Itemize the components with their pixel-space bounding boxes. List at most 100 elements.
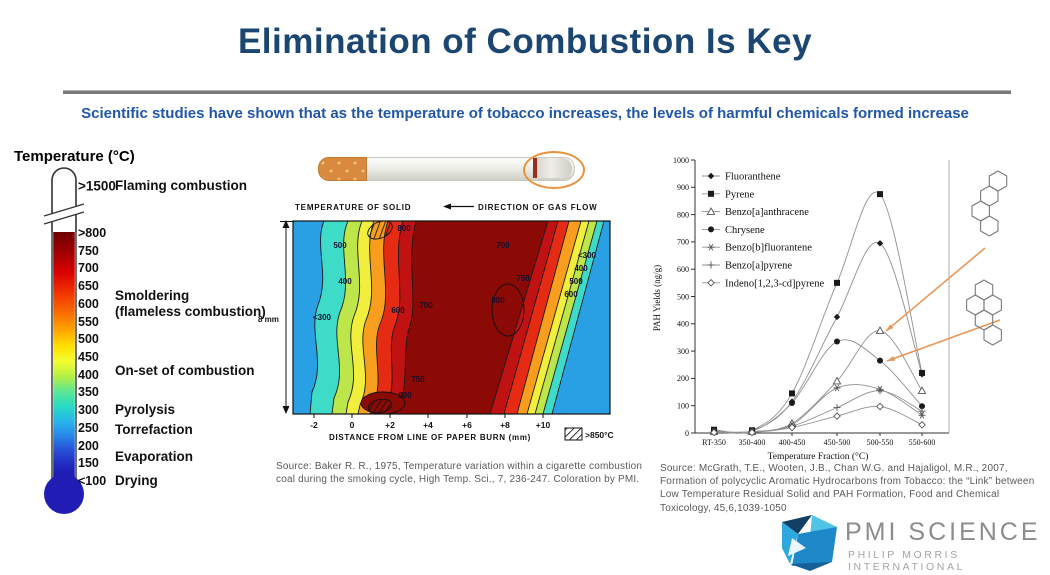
legend-item: Benzo[a]pyrene	[702, 261, 792, 272]
svg-text:350-400: 350-400	[739, 438, 766, 447]
svg-text:Chrysene: Chrysene	[725, 225, 765, 236]
thermometer-scale-label: 600	[78, 296, 99, 311]
thermometer-scale-label: 400	[78, 367, 99, 382]
thermometer-scale-label: 150	[78, 456, 99, 471]
svg-text:DISTANCE FROM LINE OF PAPER BU: DISTANCE FROM LINE OF PAPER BURN (mm)	[329, 433, 531, 442]
thermometer-stage-label: Smoldering (flameless combustion)	[115, 287, 266, 319]
svg-text:600: 600	[564, 290, 578, 299]
thermometer-scale-label: 650	[78, 279, 99, 294]
svg-text:+4: +4	[423, 420, 433, 430]
pmi-science-wordmark: PMI SCIENCE	[845, 518, 1041, 546]
svg-text:400: 400	[338, 277, 352, 286]
svg-text:400: 400	[574, 264, 588, 273]
legend-item: Benzo[b]fluorantene	[702, 243, 812, 254]
svg-text:-2: -2	[310, 420, 318, 430]
source-baker: Source: Baker R. R., 1975, Temperature v…	[276, 461, 643, 486]
svg-text:Benzo[b]fluorantene: Benzo[b]fluorantene	[725, 243, 812, 254]
thermometer-stage-label: Evaporation	[115, 448, 194, 464]
pmi-science-logo-icon	[782, 515, 837, 571]
thermometer-stage-label: Pyrolysis	[115, 401, 176, 417]
svg-text:0: 0	[350, 420, 355, 430]
svg-text:Fluoranthene: Fluoranthene	[725, 172, 781, 183]
thermometer-icon	[43, 167, 85, 514]
svg-text:800: 800	[398, 391, 412, 400]
svg-text:0: 0	[685, 429, 689, 438]
svg-text:750: 750	[411, 375, 425, 384]
svg-text:500-550: 500-550	[867, 438, 894, 447]
svg-text:400-450: 400-450	[779, 438, 806, 447]
pmi-subtitle: PHILIP MORRIS INTERNATIONAL	[848, 549, 966, 573]
thermometer-scale-label: 550	[78, 314, 99, 329]
svg-text:<300: <300	[313, 313, 332, 322]
thermometer-scale-label: >800	[78, 226, 107, 240]
legend-item: Indeno[1,2,3-cd]pyrene	[702, 278, 824, 289]
thermometer-scale-label: 700	[78, 261, 99, 276]
svg-text:400: 400	[677, 320, 689, 329]
cigarette-image	[318, 151, 594, 189]
thermometer-scale-label: 750	[78, 243, 99, 258]
coal-temperature-contour-chart: 500 400 <300 800 600 700 700 750 800 <300 400 500 60…	[258, 203, 614, 442]
svg-text:700: 700	[496, 241, 510, 250]
svg-text:700: 700	[419, 301, 433, 310]
svg-text:8 mm: 8 mm	[258, 315, 279, 324]
thermometer-scale-label: 300	[78, 403, 99, 418]
coal-highlight-ellipse	[523, 151, 585, 189]
svg-text:>850°C: >850°C	[585, 430, 614, 440]
svg-text:900: 900	[677, 183, 689, 192]
svg-text:500: 500	[569, 277, 583, 286]
svg-text:450-500: 450-500	[824, 438, 851, 447]
svg-text:500: 500	[677, 292, 689, 301]
svg-text:+6: +6	[462, 420, 472, 430]
thermometer-scale-label: 450	[78, 350, 99, 364]
chemical-structures	[966, 170, 1008, 346]
thermometer-scale-label: 350	[78, 385, 99, 400]
svg-text:1000: 1000	[673, 156, 689, 165]
svg-text:800: 800	[677, 210, 689, 219]
page-title: Elimination of Combustion Is Key	[237, 22, 813, 61]
svg-text:+8: +8	[500, 420, 510, 430]
cigarette-filter	[318, 157, 367, 181]
thermometer-scale-label: 250	[78, 420, 99, 435]
pah-yields-chart: 0 100 200 300 400 500 600 700 800 900 1000 RT-350 35…	[652, 156, 1001, 462]
svg-text:800: 800	[397, 224, 411, 233]
svg-text:700: 700	[677, 238, 689, 247]
thermometer-scale-label: <100	[78, 474, 107, 488]
svg-text:Benzo[a]anthracene: Benzo[a]anthracene	[725, 207, 809, 218]
svg-text:<300: <300	[578, 251, 597, 260]
thermometer-stage-label: On-set of combustion	[115, 362, 255, 378]
svg-text:Pyrene: Pyrene	[725, 189, 754, 200]
thermometer-stage-label: Torrefaction	[115, 421, 193, 437]
legend-item: Pyrene	[702, 189, 754, 200]
thermometer-top-value: >1500	[78, 178, 116, 194]
thermometer-scale-label: 200	[78, 438, 99, 453]
svg-text:Indeno[1,2,3-cd]pyrene: Indeno[1,2,3-cd]pyrene	[725, 278, 824, 289]
svg-text:750: 750	[516, 274, 530, 283]
svg-text:+10: +10	[536, 420, 551, 430]
legend-item: Chrysene	[702, 225, 765, 236]
svg-text:500: 500	[333, 241, 347, 250]
svg-text:600: 600	[391, 306, 405, 315]
benzo-a-anthracene-structure	[971, 170, 1008, 237]
svg-text:Temperature Fraction (°C): Temperature Fraction (°C)	[768, 451, 869, 462]
svg-text:TEMPERATURE OF SOLID: TEMPERATURE OF SOLID	[295, 203, 411, 212]
svg-text:600: 600	[677, 265, 689, 274]
svg-text:550-600: 550-600	[909, 438, 936, 447]
title-divider	[63, 90, 1011, 94]
svg-text:800: 800	[491, 296, 505, 305]
thermometer-scale-label: 500	[78, 332, 99, 347]
svg-text:+2: +2	[385, 420, 395, 430]
thermometer-stage-label: Drying	[115, 472, 158, 488]
svg-text:PAH Yields (ng/g): PAH Yields (ng/g)	[652, 265, 662, 331]
svg-text:200: 200	[677, 374, 689, 383]
benzo-a-pyrene-structure	[966, 279, 1002, 346]
thermometer-stage-label: Flaming combustion	[115, 177, 248, 193]
svg-text:RT-350: RT-350	[702, 438, 726, 447]
legend-item: Benzo[a]anthracene	[702, 207, 809, 218]
source-mcgrath: Source: McGrath, T.E., Wooten, J.B., Cha…	[660, 463, 1035, 514]
svg-text:100: 100	[677, 402, 689, 411]
legend-item: Fluoranthene	[702, 172, 781, 183]
svg-text:300: 300	[677, 347, 689, 356]
subtitle: Scientific studies have shown that as th…	[81, 105, 969, 122]
svg-text:DIRECTION OF GAS FLOW: DIRECTION OF GAS FLOW	[478, 203, 597, 212]
